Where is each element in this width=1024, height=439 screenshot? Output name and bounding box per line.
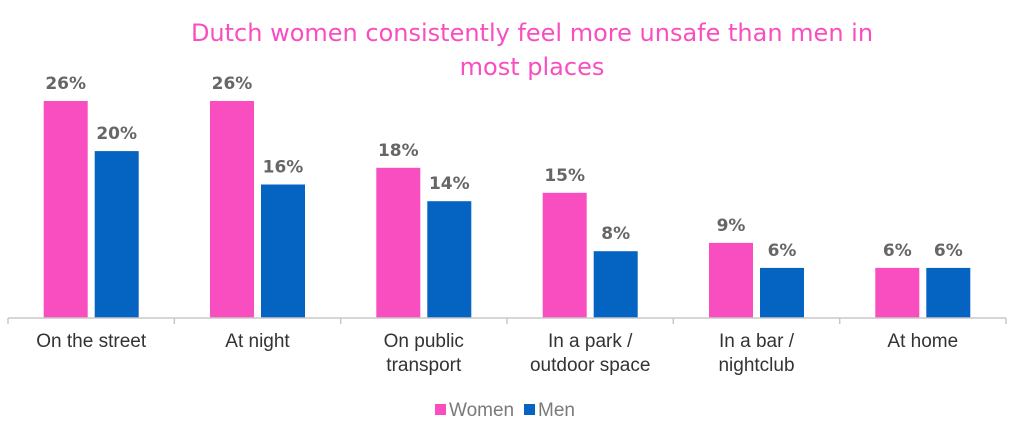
data-label-women-6: 6% <box>883 241 912 261</box>
category-label-1-line-1: On the street <box>36 331 147 352</box>
data-label-men-5: 6% <box>768 241 797 261</box>
data-label-women-1: 26% <box>45 74 86 94</box>
bar-women-5 <box>709 242 753 318</box>
data-label-men-3: 14% <box>429 174 470 194</box>
legend: Women Men <box>435 400 575 421</box>
legend-swatch-men <box>524 404 535 415</box>
category-labels: On the street At night On public transport I… <box>36 331 958 376</box>
bar-women-3 <box>376 167 421 318</box>
data-labels: 26% 20% 26% 16% 18% 14% 15% 8% 9% 6% 6% 6% <box>45 74 962 261</box>
data-label-men-6: 6% <box>934 241 963 261</box>
chart-title-line-1: Dutch women consistently feel more unsaf… <box>191 19 873 47</box>
bar-men-3 <box>427 201 472 318</box>
category-label-5-line-1: In a bar / <box>719 331 795 352</box>
x-axis <box>7 317 1007 324</box>
bar-women-2 <box>210 101 254 318</box>
chart-title-line-2: most places <box>460 53 605 81</box>
legend-swatch-women <box>435 404 446 415</box>
legend-label-women: Women <box>449 400 514 421</box>
data-label-women-4: 15% <box>544 166 585 186</box>
data-label-women-5: 9% <box>717 216 746 236</box>
category-label-3-line-2: transport <box>386 355 462 376</box>
data-label-men-2: 16% <box>263 158 304 178</box>
data-label-men-4: 8% <box>601 224 630 244</box>
category-label-2-line-1: At night <box>225 331 290 352</box>
bar-men-4 <box>593 251 638 318</box>
data-label-men-1: 20% <box>96 124 137 144</box>
legend-label-men: Men <box>538 400 575 421</box>
bar-men-2 <box>261 184 305 318</box>
category-label-5-line-2: nightclub <box>718 355 794 376</box>
category-label-6-line-1: At home <box>887 331 958 352</box>
category-label-4-line-2: outdoor space <box>530 355 650 376</box>
category-label-3-line-1: On public <box>384 331 464 352</box>
bar-women-1 <box>43 101 88 318</box>
bars <box>43 101 971 318</box>
category-label-4-line-1: In a park / <box>548 331 633 352</box>
bar-women-4 <box>542 192 587 318</box>
data-label-women-3: 18% <box>378 141 419 161</box>
bar-men-1 <box>94 151 139 318</box>
chart-title: Dutch women consistently feel more unsaf… <box>191 19 873 81</box>
data-label-women-2: 26% <box>212 74 253 94</box>
bar-men-5 <box>760 267 804 318</box>
bar-men-6 <box>926 267 971 318</box>
bar-women-6 <box>875 267 920 318</box>
